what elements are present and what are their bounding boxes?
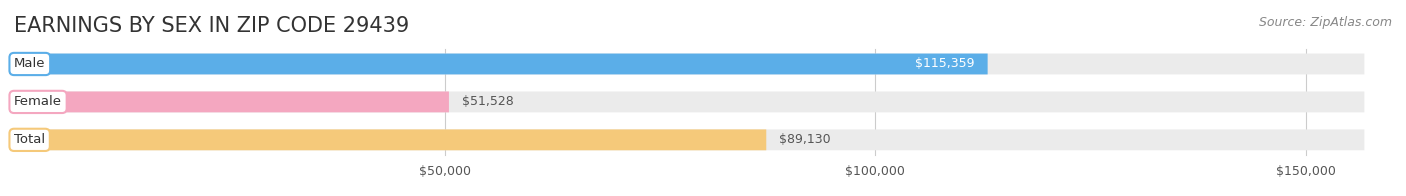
FancyBboxPatch shape: [14, 92, 1364, 112]
Text: Female: Female: [14, 95, 62, 108]
Text: Source: ZipAtlas.com: Source: ZipAtlas.com: [1258, 16, 1392, 29]
Text: Total: Total: [14, 133, 45, 146]
FancyBboxPatch shape: [14, 129, 1364, 150]
FancyBboxPatch shape: [14, 92, 449, 112]
FancyBboxPatch shape: [14, 54, 1364, 74]
Text: Male: Male: [14, 57, 45, 71]
Text: $89,130: $89,130: [779, 133, 831, 146]
FancyBboxPatch shape: [14, 129, 766, 150]
Text: $51,528: $51,528: [461, 95, 513, 108]
Text: EARNINGS BY SEX IN ZIP CODE 29439: EARNINGS BY SEX IN ZIP CODE 29439: [14, 16, 409, 36]
FancyBboxPatch shape: [14, 54, 987, 74]
Text: $115,359: $115,359: [915, 57, 974, 71]
